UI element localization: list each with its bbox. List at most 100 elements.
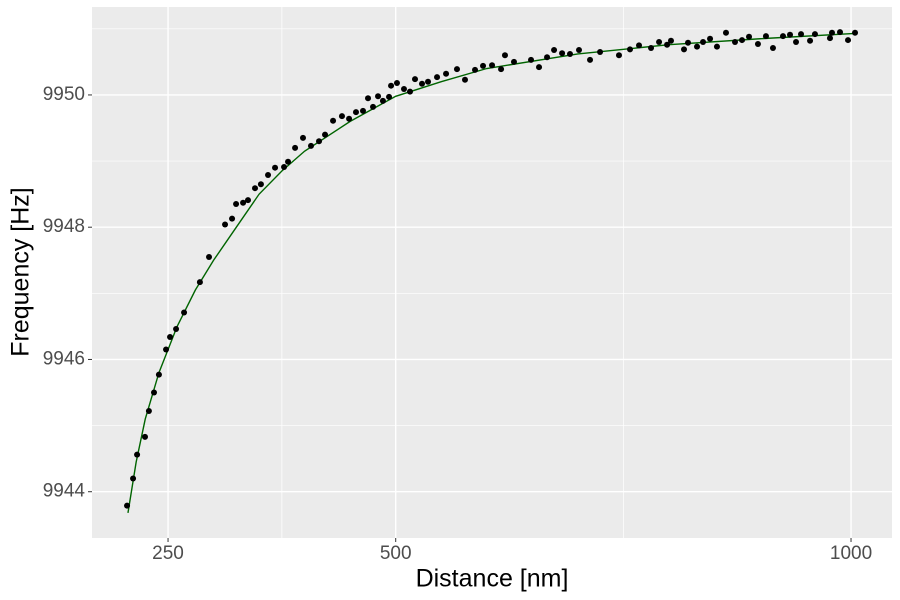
data-point: [330, 117, 337, 124]
y-tick-label: 9950: [43, 84, 85, 105]
data-point: [739, 37, 746, 44]
data-point: [694, 43, 701, 50]
data-point: [707, 35, 714, 42]
data-point: [656, 39, 663, 46]
data-point: [648, 44, 655, 51]
data-point: [722, 29, 729, 36]
data-point: [762, 33, 769, 40]
data-point: [406, 88, 413, 95]
plot-panel: [92, 7, 892, 538]
x-axis-title: Distance [nm]: [416, 565, 569, 593]
data-point: [265, 171, 272, 178]
data-point: [489, 62, 496, 69]
data-point: [510, 58, 517, 65]
data-point: [434, 74, 441, 81]
data-point: [746, 33, 753, 40]
y-tick-label: 9946: [43, 348, 85, 369]
data-point: [754, 41, 761, 48]
data-point: [322, 131, 329, 138]
data-point: [292, 144, 299, 151]
data-point: [559, 50, 566, 57]
x-tick-label: 1000: [830, 543, 872, 564]
data-point: [285, 158, 292, 165]
data-point: [240, 199, 247, 206]
data-point: [400, 85, 407, 92]
data-point: [667, 37, 674, 44]
data-point: [536, 64, 543, 71]
x-tick-label: 500: [380, 543, 412, 564]
data-point: [299, 134, 306, 141]
data-point: [141, 433, 148, 440]
data-point: [779, 33, 786, 40]
data-point: [173, 326, 180, 333]
data-point: [461, 76, 468, 83]
data-point: [811, 31, 818, 38]
data-point: [798, 31, 805, 38]
data-point: [393, 80, 400, 87]
x-tick-label: 250: [152, 543, 184, 564]
data-point: [155, 371, 162, 378]
data-point: [852, 29, 859, 36]
data-point: [636, 42, 643, 49]
data-point: [196, 279, 203, 286]
data-point: [145, 408, 152, 415]
data-point: [257, 181, 264, 188]
data-point: [419, 80, 426, 87]
data-point: [252, 185, 259, 192]
y-tick-label: 9948: [43, 216, 85, 237]
data-point: [360, 107, 367, 114]
data-point: [615, 52, 622, 59]
data-point: [544, 54, 551, 61]
data-point: [587, 56, 594, 63]
data-point: [134, 451, 141, 458]
y-axis-title: Frequency [Hz]: [7, 187, 35, 357]
data-point: [793, 39, 800, 46]
data-point: [308, 142, 315, 149]
data-point: [181, 309, 188, 316]
data-point: [206, 253, 213, 260]
data-point: [281, 164, 288, 171]
data-point: [732, 39, 739, 46]
data-point: [828, 29, 835, 36]
data-point: [388, 82, 395, 89]
data-point: [151, 389, 158, 396]
data-point: [787, 31, 794, 38]
data-point: [845, 37, 852, 44]
data-point: [664, 41, 671, 48]
data-point: [443, 70, 450, 77]
data-point: [807, 37, 814, 44]
data-point: [167, 333, 174, 340]
data-point: [163, 346, 170, 353]
data-point: [222, 221, 229, 228]
data-point: [130, 475, 137, 482]
data-point: [244, 197, 251, 204]
data-point: [272, 164, 279, 171]
data-point: [551, 46, 558, 53]
data-point: [370, 103, 377, 110]
data-point: [453, 66, 460, 73]
data-point: [365, 95, 372, 102]
data-point: [346, 115, 353, 122]
data-point: [316, 138, 323, 145]
data-point: [352, 109, 359, 116]
data-point: [412, 76, 419, 83]
y-tick-label: 9944: [43, 481, 86, 502]
data-point: [498, 66, 505, 73]
data-point: [501, 52, 508, 59]
data-point: [425, 78, 432, 85]
data-point: [700, 39, 707, 46]
data-point: [472, 66, 479, 73]
data-point: [338, 113, 345, 120]
data-point: [480, 62, 487, 69]
data-point: [375, 93, 382, 100]
data-point: [713, 43, 720, 50]
data-point: [837, 29, 844, 36]
data-point: [627, 46, 634, 53]
data-point: [386, 93, 393, 100]
data-point: [681, 46, 688, 53]
data-point: [566, 50, 573, 57]
data-point: [576, 46, 583, 53]
data-point: [826, 35, 833, 42]
data-point: [124, 502, 131, 509]
